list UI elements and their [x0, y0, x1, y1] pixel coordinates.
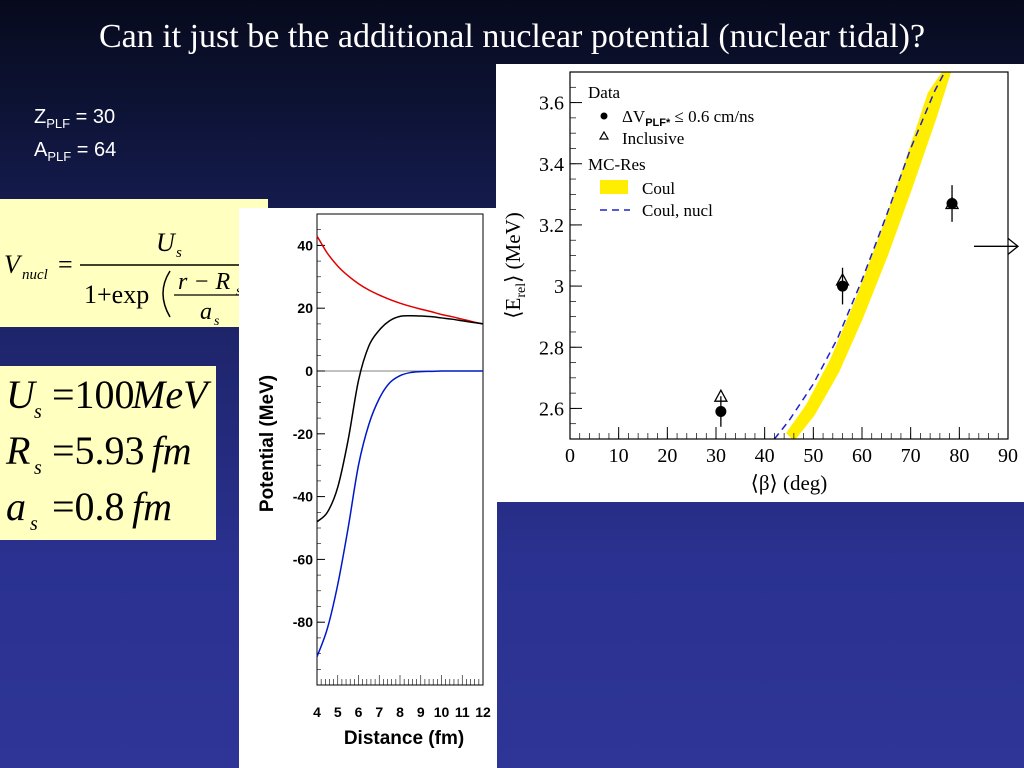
erel-chart-background: [496, 64, 1024, 502]
legend-coul-label: Coul: [642, 179, 675, 198]
y-tick-label: 3: [554, 276, 564, 298]
slide-title: Can it just be the additional nuclear po…: [98, 18, 926, 55]
legend-mc-header: MC-Res: [588, 155, 646, 174]
x-tick-label: 40: [755, 445, 775, 467]
formula-numerator: U: [156, 228, 177, 257]
x-tick-label: 90: [998, 445, 1018, 467]
legend-inclusive-marker: [598, 130, 610, 140]
y-tick-label: 2.8: [539, 337, 564, 359]
x-tick-label: 9: [417, 704, 425, 720]
formula-lhs-sub: nucl: [22, 267, 48, 283]
param-unit: fm: [132, 484, 172, 529]
param-value: =100: [52, 372, 135, 417]
z-plf-line: ZPLF = 30: [34, 106, 116, 131]
formula-numerator-sub: s: [176, 245, 182, 261]
x-tick-label: 7: [375, 704, 383, 720]
x-tick-label: 11: [455, 704, 470, 720]
y-tick-label: 3.4: [539, 154, 564, 176]
param-unit: MeV: [131, 372, 212, 417]
potential-chart-background: [239, 208, 497, 768]
param-symbol: U: [6, 372, 38, 417]
coul-band: [786, 72, 952, 439]
plf-parameters: ZPLF = 30 APLF = 64: [34, 104, 116, 170]
x-tick-label: 12: [475, 704, 491, 720]
legend-coul-nucl-label: Coul, nucl: [642, 201, 713, 220]
dv-point: [837, 280, 849, 292]
y-tick-label: 3.2: [539, 215, 564, 237]
x-axis-label: ⟨β⟩ (deg): [751, 471, 828, 495]
potential-series-line-2: [316, 370, 483, 657]
param-value: =0.8: [52, 484, 125, 529]
y-tick-label: 20: [297, 300, 313, 316]
legend-inclusive-label: Inclusive: [622, 129, 684, 148]
legend-coul-swatch: [600, 180, 628, 194]
y-tick-label: 0: [305, 363, 313, 379]
y-axis-label: ⟨Erel⟩ (MeV): [501, 212, 529, 318]
a-plf-line: APLF = 64: [34, 139, 117, 164]
y-tick-label: 40: [297, 237, 313, 253]
right-arrow-marker: [974, 237, 1020, 255]
formula-inner-numerator: r − R: [178, 269, 231, 295]
y-tick-label: -60: [293, 551, 313, 567]
formula-inner-denominator: a: [200, 299, 212, 325]
formula-denominator: 1+exp: [84, 280, 149, 309]
x-tick-label: 60: [852, 445, 872, 467]
y-tick-label: -80: [293, 614, 313, 630]
x-tick-label: 8: [396, 704, 404, 720]
nuclear-potential-formula: V nucl = U s 1+exp r − R s a s: [0, 199, 268, 329]
legend-dv-label: ΔVPLF* ≤ 0.6 cm/ns: [622, 107, 754, 129]
formula-equals: =: [58, 250, 73, 279]
erel-chart: 2.6 2.8 3 3.2 3.4 3.6 0 10 20 30 40 50 60 70 80 90 ⟨β⟩ (…: [496, 64, 1024, 502]
x-tick-label: 70: [901, 445, 921, 467]
x-tick-label: 20: [657, 445, 677, 467]
param-unit: fm: [152, 428, 192, 473]
x-tick-label: 30: [706, 445, 726, 467]
param-symbol: a: [6, 484, 26, 529]
param-subscript: s: [34, 401, 42, 423]
x-tick-label: 10: [434, 704, 450, 720]
potential-series-line-1: [316, 314, 484, 523]
x-tick-label: 80: [949, 445, 969, 467]
potential-series-line-0: [316, 235, 484, 325]
y-tick-label: -20: [293, 426, 313, 442]
x-tick-label: 0: [565, 445, 575, 467]
legend-data-header: Data: [588, 83, 621, 102]
x-tick-label: 4: [313, 704, 321, 720]
formula-svg: V nucl = U s 1+exp r − R s a s: [4, 228, 262, 329]
param-subscript: s: [30, 513, 38, 535]
dv-point: [946, 198, 958, 210]
param-value: =5.93: [52, 428, 145, 473]
x-tick-label: 50: [803, 445, 823, 467]
potential-chart: 40 20 0 -20 -40 -60 -80 4 5 6 7 8 9 10 11 12 Distance (f…: [239, 208, 497, 768]
x-tick-label: 6: [355, 704, 363, 720]
x-axis-label: Distance (fm): [344, 728, 464, 749]
param-subscript: s: [34, 457, 42, 479]
formula-left-paren: [162, 270, 171, 318]
y-tick-label: -40: [293, 489, 313, 505]
x-tick-label: 10: [609, 445, 629, 467]
formula-lhs: V: [4, 250, 23, 279]
formula-inner-denominator-sub: s: [214, 314, 220, 327]
y-tick-label: 3.6: [539, 93, 564, 115]
y-axis-label: Potential (MeV): [257, 375, 278, 512]
y-tick-label: 2.6: [539, 398, 564, 420]
x-tick-label: 5: [334, 704, 342, 720]
coul-nucl-line: [773, 72, 946, 439]
legend-dv-marker: [600, 112, 608, 120]
dv-point: [715, 405, 727, 417]
param-symbol: R: [5, 428, 30, 473]
